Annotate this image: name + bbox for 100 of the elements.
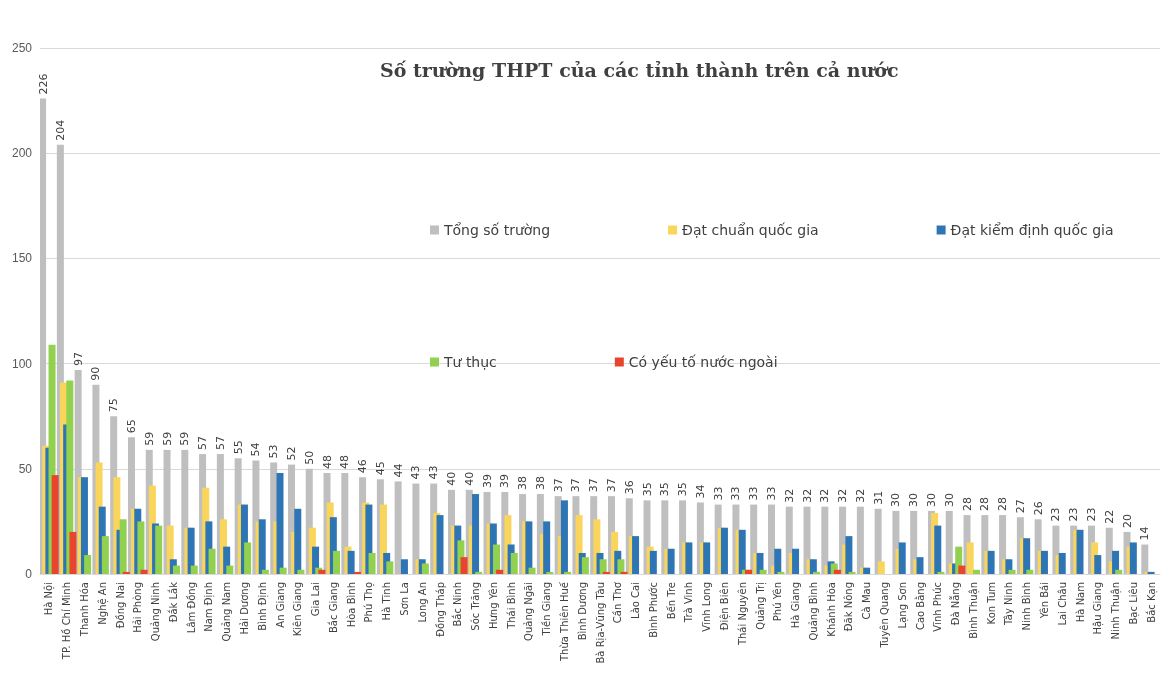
x-tick-label: Vĩnh Long	[701, 582, 713, 632]
bar	[421, 563, 429, 574]
data-label: 33	[747, 486, 761, 501]
x-tick-label: Hải Dương	[238, 582, 250, 635]
data-label: 28	[960, 497, 974, 512]
data-label: 54	[249, 442, 263, 457]
y-tick-label: 150	[11, 251, 33, 266]
legend-label: Có yếu tố nước ngoài	[628, 354, 778, 370]
data-label: 37	[587, 478, 601, 493]
data-label: 22	[1102, 509, 1116, 524]
bar	[122, 571, 130, 574]
bar	[1141, 544, 1149, 574]
data-label: 39	[498, 473, 512, 488]
data-label: 59	[160, 431, 174, 446]
x-tick-label: Thái Bình	[505, 582, 517, 630]
bar	[632, 536, 640, 574]
data-label: 44	[391, 463, 405, 478]
bar	[101, 536, 109, 574]
x-tick-label: Bà Rịa-Vũng Tàu	[594, 582, 607, 664]
bar	[51, 475, 59, 574]
data-label: 40	[462, 471, 476, 486]
y-tick-label: 200	[11, 146, 33, 161]
x-tick-label: Hà Nam	[1074, 582, 1086, 623]
data-label: 26	[1031, 501, 1045, 516]
legend-label: Đạt chuẩn quốc gia	[682, 222, 819, 238]
data-label: 37	[569, 478, 583, 493]
x-tick-label: Đắk Lắk	[166, 581, 179, 623]
text: Số trường THPT của các tỉnh thành trên cả nước	[380, 58, 899, 81]
x-tick-label: Nghệ An	[96, 582, 109, 625]
bar	[294, 508, 302, 574]
bar	[774, 548, 782, 574]
x-tick-label: Lâm Đồng	[185, 582, 197, 634]
bar	[1094, 555, 1102, 574]
data-label: 226	[36, 73, 50, 95]
x-tick-label: Kiên Giang	[292, 582, 304, 637]
bar	[945, 510, 953, 574]
y-tick-label: 0	[25, 567, 33, 581]
data-label: 30	[907, 492, 921, 507]
x-tick-label: Quảng Ngãi	[523, 582, 535, 641]
data-label: 23	[1084, 507, 1098, 522]
data-label: 204	[53, 119, 67, 141]
bar	[833, 569, 841, 574]
data-label: 36	[622, 480, 636, 495]
x-tick-label: Tiền Giang	[541, 582, 553, 637]
data-label: 75	[107, 398, 121, 413]
legend-label: Tư thục	[443, 354, 497, 370]
data-label: 33	[729, 486, 743, 501]
data-label: 55	[231, 440, 245, 455]
data-label: 27	[1013, 499, 1027, 514]
bar	[137, 521, 145, 574]
x-tick-label: Cà Mau	[861, 582, 873, 620]
bar	[1112, 550, 1120, 574]
x-tick-label: Hậu Giang	[1092, 582, 1105, 635]
bar	[845, 536, 853, 574]
bar	[297, 569, 305, 574]
data-label: 32	[836, 488, 850, 503]
x-tick-label: Tuyên Quang	[878, 582, 890, 649]
x-tick-label: Ninh Bình	[1021, 582, 1033, 631]
bar	[244, 542, 252, 574]
x-tick-label: Hòa Bình	[345, 582, 357, 628]
bar	[347, 550, 355, 574]
data-label: 30	[889, 492, 903, 507]
bar	[279, 567, 287, 574]
bar	[934, 525, 942, 574]
data-label: 46	[356, 459, 370, 474]
data-label: 33	[711, 486, 725, 501]
x-tick-label: Thanh Hóa	[78, 582, 90, 638]
bar	[821, 506, 829, 574]
x-tick-label: Sơn La	[398, 582, 410, 616]
x-tick-label: Gia Lai	[310, 582, 322, 617]
x-tick-label: TP. Hồ Chí Minh	[61, 582, 73, 661]
data-label: 57	[213, 436, 227, 451]
bar	[581, 557, 589, 574]
data-label: 37	[604, 478, 618, 493]
x-tick-label: Thái Nguyên	[736, 582, 748, 647]
x-tick-label: Đồng Nai	[114, 582, 126, 629]
data-label: 30	[942, 492, 956, 507]
x-tick-label: Quảng Trị	[754, 582, 767, 630]
data-label: 30	[924, 492, 938, 507]
bar	[602, 571, 610, 574]
data-label: 35	[658, 482, 672, 497]
x-tick-label: Bình Phước	[647, 582, 659, 638]
y-tick-label: 100	[11, 356, 33, 371]
data-label: 32	[800, 488, 814, 503]
x-tick-label: Thừa Thiên Huế	[558, 581, 570, 662]
bar	[208, 548, 216, 574]
x-tick-label: Hà Nội	[43, 582, 56, 616]
bar	[877, 561, 885, 574]
x-tick-label: Quảng Bình	[807, 582, 819, 641]
bar	[937, 571, 945, 574]
x-tick-label: Hưng Yên	[487, 582, 499, 629]
data-label: 31	[871, 490, 885, 505]
data-label: 28	[978, 497, 992, 512]
bar	[848, 571, 856, 574]
bar	[649, 550, 657, 574]
legend-label: Đạt kiểm định quốc gia	[950, 222, 1114, 238]
bar	[492, 544, 500, 574]
bar	[1115, 569, 1123, 574]
x-tick-label: Phú Yên	[772, 582, 784, 622]
x-tick-label: Quảng Ninh	[150, 582, 162, 642]
